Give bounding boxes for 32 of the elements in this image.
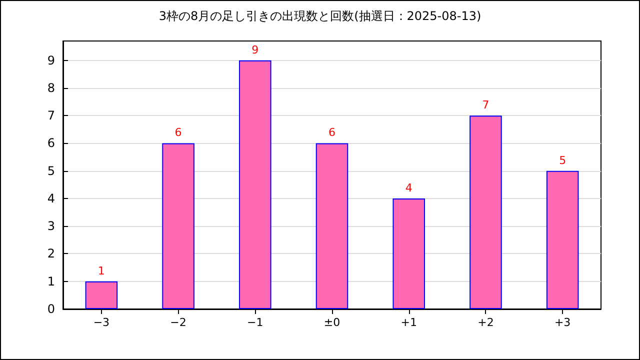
bar	[162, 143, 194, 309]
x-tick-label: −3	[93, 316, 110, 329]
y-tick-label: 4	[47, 191, 55, 206]
y-tick-label: 9	[47, 53, 55, 68]
data-label: 4	[405, 181, 412, 194]
y-tick-label: 8	[47, 80, 55, 95]
y-tick-label: 6	[47, 136, 55, 150]
x-tick-label: +1	[400, 316, 417, 329]
y-tick-label: 2	[47, 246, 55, 261]
data-label: 5	[559, 154, 566, 167]
x-tick-label: ±0	[324, 316, 340, 329]
y-tick-label: 7	[47, 108, 55, 123]
bar	[470, 116, 502, 309]
x-tick-label: −2	[170, 316, 186, 329]
bar	[85, 281, 118, 309]
bar	[546, 170, 579, 309]
x-tick-label: +3	[554, 316, 571, 329]
bar	[239, 60, 272, 309]
bar	[316, 143, 348, 309]
data-label: 6	[328, 126, 336, 140]
data-label: 6	[174, 126, 182, 140]
y-tick-label: 0	[47, 302, 55, 316]
data-label: 7	[482, 98, 490, 112]
y-tick-label: 5	[47, 164, 55, 178]
x-tick-label: −1	[247, 316, 264, 329]
data-label: 1	[98, 264, 105, 278]
y-tick-label: 1	[47, 274, 55, 288]
chart-title: 3枠の8月の足し引きの出現数と回数(抽選日：2025-08-13)	[158, 9, 482, 23]
bar	[392, 198, 425, 309]
x-tick-label: +2	[478, 316, 494, 329]
data-label: 9	[252, 43, 259, 56]
y-tick-label: 3	[47, 219, 55, 234]
